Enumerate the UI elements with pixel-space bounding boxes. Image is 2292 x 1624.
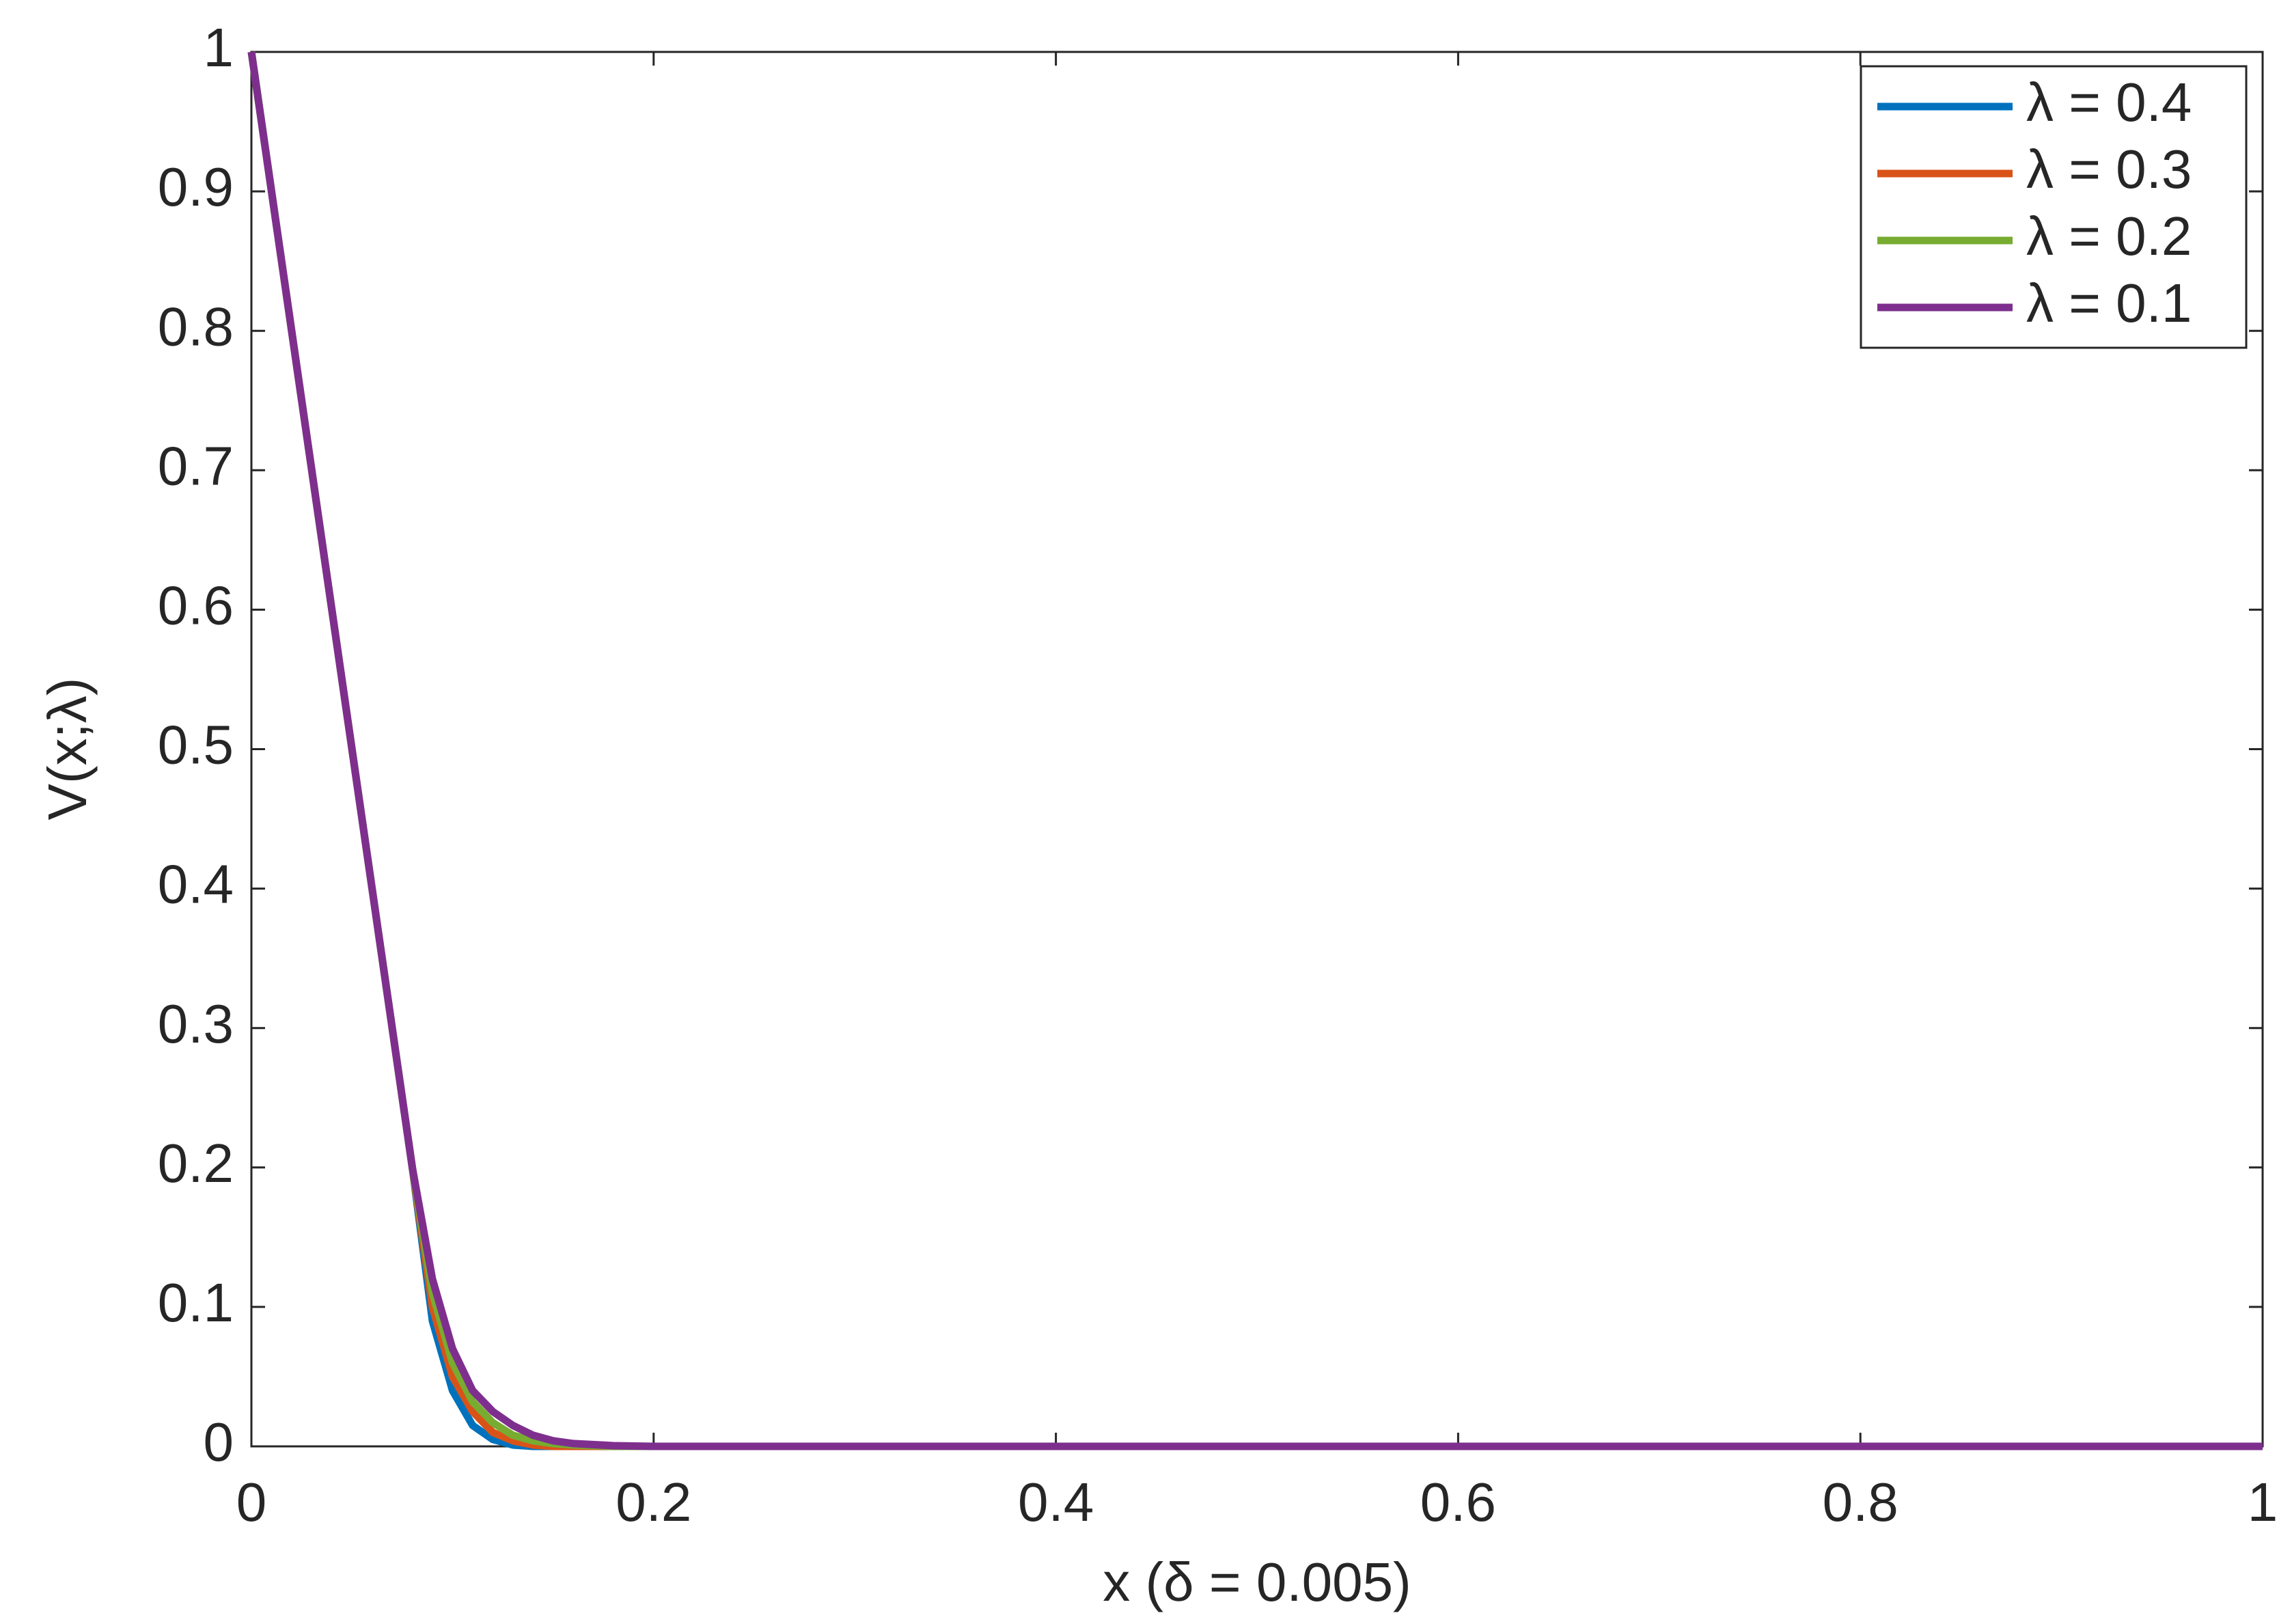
x-tick-label: 0.8 <box>1823 1472 1899 1532</box>
y-tick-label: 0.4 <box>158 854 234 915</box>
x-axis-label: x (δ = 0.005) <box>1103 1552 1411 1612</box>
y-tick-label: 0.9 <box>158 156 234 217</box>
y-tick-label: 0.2 <box>158 1133 234 1194</box>
y-tick-label: 0.8 <box>158 296 234 357</box>
legend-label: λ = 0.1 <box>2026 273 2192 333</box>
y-tick-label: 0.5 <box>158 715 234 775</box>
y-axis-label: V(x;λ) <box>37 678 98 821</box>
x-tick-label: 1 <box>2248 1472 2278 1532</box>
y-tick-label: 0.6 <box>158 575 234 636</box>
legend-label: λ = 0.2 <box>2026 206 2192 266</box>
legend-label: λ = 0.3 <box>2026 139 2192 199</box>
y-tick-label: 1 <box>204 17 234 78</box>
x-tick-label: 0.4 <box>1018 1472 1094 1532</box>
legend-box <box>1860 65 2248 349</box>
y-tick-label: 0.7 <box>158 435 234 496</box>
y-tick-label: 0 <box>204 1412 234 1472</box>
legend-label: λ = 0.4 <box>2026 72 2192 133</box>
x-tick-label: 0.2 <box>616 1472 691 1532</box>
series-line <box>247 51 2263 1450</box>
x-tick-label: 0.6 <box>1420 1472 1496 1532</box>
x-tick-label: 0 <box>236 1472 267 1532</box>
y-tick-label: 0.3 <box>158 993 234 1054</box>
y-tick-label: 0.1 <box>158 1272 234 1333</box>
